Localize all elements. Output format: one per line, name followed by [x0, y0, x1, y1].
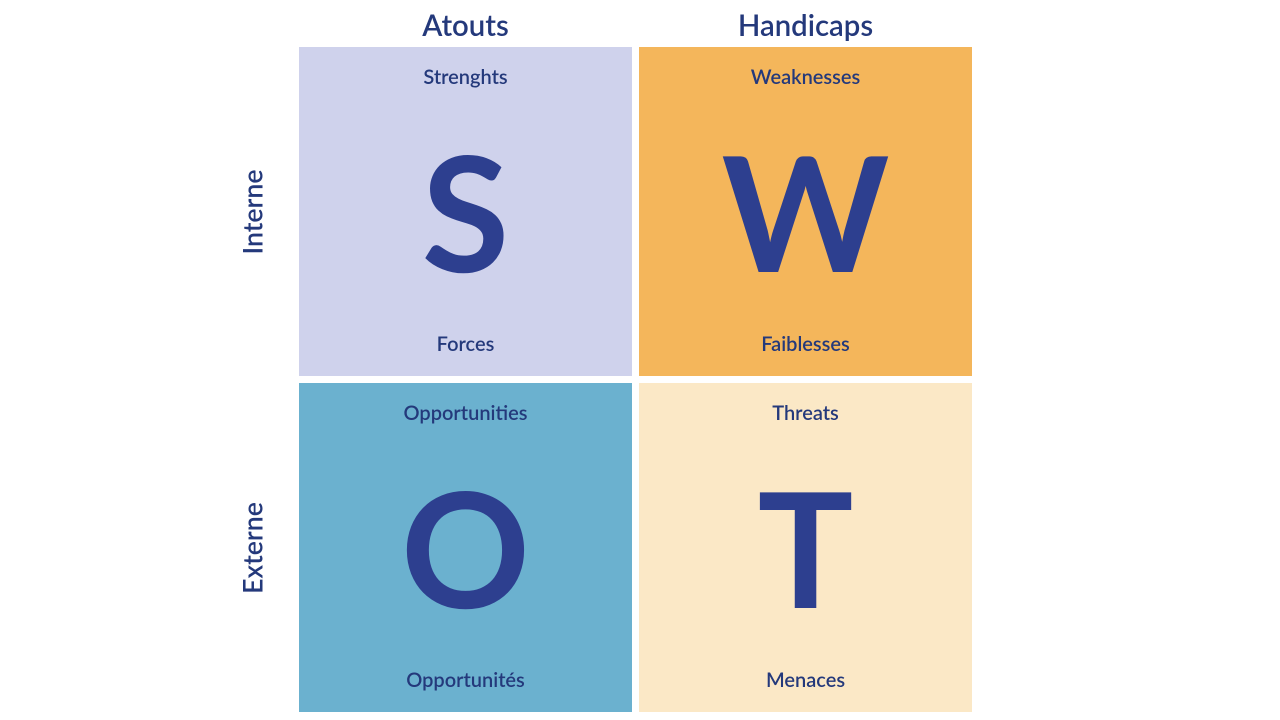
- quadrant-threats-letter: T: [758, 467, 854, 627]
- row-header-externe: Externe: [236, 383, 268, 712]
- quadrant-strengths: Strenghts S Forces: [299, 47, 632, 376]
- quadrant-threats: Threats T Menaces: [639, 383, 972, 712]
- quadrant-weaknesses: Weaknesses W Faiblesses: [639, 47, 972, 376]
- quadrant-threats-top: Threats: [772, 401, 839, 425]
- col-header-atouts: Atouts: [299, 8, 632, 43]
- quadrant-opportunities-letter: O: [401, 467, 530, 627]
- quadrant-strengths-bottom: Forces: [437, 332, 495, 356]
- quadrant-weaknesses-top: Weaknesses: [751, 65, 860, 89]
- quadrant-weaknesses-bottom: Faiblesses: [761, 332, 850, 356]
- quadrant-strengths-letter: S: [422, 131, 510, 291]
- swot-stage: Atouts Handicaps Interne Externe Strengh…: [0, 0, 1280, 720]
- quadrant-strengths-top: Strenghts: [423, 65, 507, 89]
- quadrant-weaknesses-letter: W: [721, 131, 889, 291]
- quadrant-opportunities: Opportunities O Opportunités: [299, 383, 632, 712]
- quadrant-threats-bottom: Menaces: [766, 668, 845, 692]
- col-header-handicaps: Handicaps: [639, 8, 972, 43]
- quadrant-opportunities-top: Opportunities: [404, 401, 528, 425]
- row-header-interne: Interne: [236, 47, 268, 376]
- quadrant-opportunities-bottom: Opportunités: [406, 668, 525, 692]
